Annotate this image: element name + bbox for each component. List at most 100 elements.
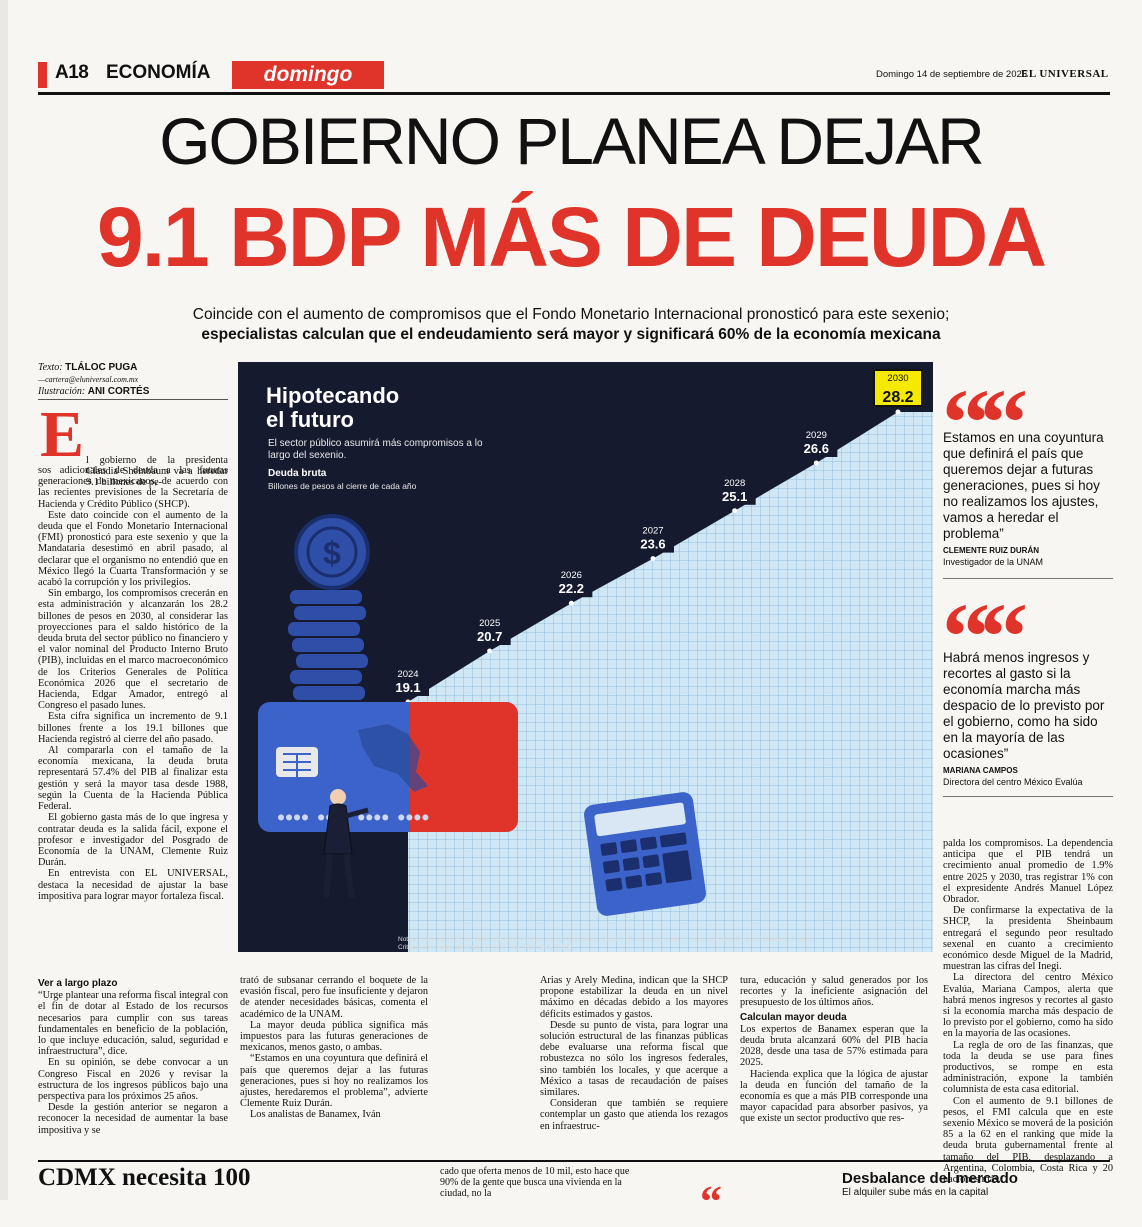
data-label-box bbox=[387, 666, 429, 696]
headline-line-2: 9.1 BDP MÁS DE DEUDA bbox=[97, 190, 1047, 284]
column-5: palda los compromisos. La dependencia an… bbox=[943, 838, 1113, 1185]
header-rule bbox=[38, 92, 1110, 95]
data-label-box bbox=[632, 522, 674, 553]
paragraph: sos adicionales de deuda a las futuras g… bbox=[38, 465, 228, 510]
dek-line-2: especialistas calculan que el endeudamie… bbox=[201, 326, 941, 343]
svg-text:●●●● ●●●● ●●●● ●●●●: ●●●● ●●●● ●●●● ●●●● bbox=[278, 812, 430, 823]
quote-2-author: MARIANA CAMPOS bbox=[943, 766, 1018, 775]
year-label: 2030 bbox=[887, 373, 908, 384]
year-label: 2025 bbox=[479, 618, 500, 629]
coins-illustration: $ bbox=[288, 514, 370, 700]
data-label-box bbox=[550, 567, 593, 598]
value-label: 28.2 bbox=[882, 389, 913, 406]
paragraph: Sin embargo, los compromisos crecerán en… bbox=[38, 588, 228, 712]
section-name: ECONOMÍA bbox=[106, 62, 211, 83]
infographic-title: Hipotecando el futuro bbox=[266, 383, 400, 432]
pull-quote-2: Habrá menos ingresos y recortes al gasto… bbox=[943, 650, 1105, 761]
section-marker bbox=[38, 62, 47, 88]
paragraph: Los expertos de Banamex esperan que la d… bbox=[740, 1023, 928, 1069]
value-label: 20.7 bbox=[477, 629, 502, 644]
byline-text: Texto: TLÁLOC PUGA bbox=[38, 362, 138, 373]
data-point bbox=[895, 409, 901, 415]
byline-rule bbox=[38, 399, 228, 400]
data-label-box bbox=[795, 426, 838, 457]
paragraph: “Urge plantear una reforma fiscal integr… bbox=[38, 990, 228, 1058]
lede-first-line: l gobierno de la presidenta Claudia Shei… bbox=[86, 455, 228, 489]
page-number: A18 bbox=[55, 62, 89, 83]
paragraph: En entrevista con EL UNIVERSAL, destaca … bbox=[38, 868, 228, 902]
value-label: 25.1 bbox=[722, 489, 747, 504]
issue-date: Domingo 14 de septiembre de 2025 bbox=[876, 69, 1028, 80]
calculator-illustration bbox=[584, 792, 706, 916]
column-2: trató de subsanar cerrando el boquete de… bbox=[240, 975, 428, 1121]
pull-quote-1: Estamos en una coyuntura que definirá el… bbox=[943, 430, 1104, 541]
bottom-right-headline: Desbalance del mercado bbox=[842, 1170, 1018, 1187]
data-point bbox=[813, 460, 819, 466]
year-label: 2026 bbox=[561, 570, 582, 581]
byline-author: TLÁLOC PUGA bbox=[65, 362, 138, 373]
quote-mark-icon: ““ bbox=[942, 369, 1028, 476]
lede-body: sos adicionales de deuda a las futuras g… bbox=[38, 465, 228, 902]
value-label: 23.6 bbox=[640, 537, 665, 552]
quote-1-role: Investigador de la UNAM bbox=[943, 557, 1044, 567]
paragraph: Los analistas de Banamex, Iván bbox=[250, 1109, 381, 1121]
quote-1-author: CLEMENTE RUIZ DURÁN bbox=[943, 546, 1039, 555]
chart-unit: Billones de pesos al cierre de cada año bbox=[268, 481, 417, 491]
chart-series-name: Deuda bruta bbox=[268, 468, 327, 479]
paragraph: La regla de oro de las finanzas, que tod… bbox=[943, 1039, 1113, 1096]
paragraph: palda los compromisos. La dependencia an… bbox=[943, 838, 1113, 906]
quote-mark-icon: “ bbox=[700, 1177, 722, 1226]
year-label: 2029 bbox=[806, 430, 827, 441]
year-label: 2024 bbox=[397, 669, 418, 680]
dollar-icon: $ bbox=[323, 535, 341, 571]
paragraph: De confirmarse la expectativa de la SHCP… bbox=[943, 905, 1113, 973]
paragraph: La mayor deuda pública significa más imp… bbox=[240, 1019, 428, 1054]
quote-rule bbox=[943, 796, 1113, 797]
newspaper-name: EL UNIVERSAL bbox=[1021, 68, 1109, 80]
data-label-box bbox=[713, 474, 756, 505]
chart-note: Nota: A partir de 2025, las cifras son p… bbox=[398, 936, 813, 951]
subhead: Calculan mayor deuda bbox=[740, 1011, 847, 1023]
drop-cap: E bbox=[40, 398, 85, 471]
paragraph: Hacienda explica que la lógica de ajusta… bbox=[740, 1068, 928, 1125]
bottom-snippet: cado que oferta menos de 10 mil, esto ha… bbox=[440, 1166, 630, 1199]
paragraph: En su opinión, se debe convocar a un Con… bbox=[38, 1057, 228, 1103]
value-label: 19.1 bbox=[395, 680, 420, 695]
quote-rule bbox=[943, 578, 1113, 579]
data-point bbox=[650, 556, 656, 562]
dek-line-1: Coincide con el aumento de compromisos q… bbox=[192, 306, 950, 323]
value-label: 22.2 bbox=[559, 581, 584, 596]
subhead: Ver a largo plazo bbox=[38, 978, 118, 989]
quote-mark-icon: ““ bbox=[942, 583, 1028, 690]
infographic: 2024 19.1 2025 20.7 2026 22.2 2027 23.6 2028 25.1… bbox=[238, 362, 933, 952]
bottom-headline: CDMX necesita 100 bbox=[38, 1164, 251, 1191]
paragraph: Este dato coincide con el aumento de la … bbox=[38, 509, 228, 589]
byline-illustration: Ilustración: ANI CORTÉS bbox=[38, 386, 150, 397]
paragraph: Al compararla con el tamaño de la econom… bbox=[38, 745, 228, 813]
credit-card-illustration: ●●●● ●●●● ●●●● ●●●● bbox=[258, 702, 518, 832]
quote-2-role: Directora del centro México Evalúa bbox=[943, 777, 1083, 787]
byline-illustrator: ANI CORTÉS bbox=[87, 386, 150, 397]
paragraph: El gobierno gasta más de lo que ingresa … bbox=[38, 812, 228, 869]
byline-email: —cartera@eluniversal.com.mx bbox=[38, 375, 139, 384]
data-label-box bbox=[468, 615, 511, 646]
column-4: tura, educación y salud generados por lo… bbox=[740, 975, 928, 1125]
person-illustration bbox=[323, 789, 369, 899]
paragraph: Desde la gestión anterior se negaron a r… bbox=[38, 1102, 228, 1136]
year-label: 2027 bbox=[642, 526, 663, 537]
year-label: 2028 bbox=[724, 478, 745, 489]
bottom-rule bbox=[38, 1160, 1110, 1162]
data-point bbox=[487, 648, 493, 654]
headline-line-1: GOBIERNO PLANEA DEJAR bbox=[159, 104, 985, 178]
column-1: Ver a largo plazo “Urge plantear una ref… bbox=[38, 975, 228, 1136]
paragraph: Esta cifra significa un incremento de 9.… bbox=[38, 711, 228, 745]
paragraph: trató de subsanar cerrando el boquete de… bbox=[240, 975, 428, 1020]
paragraph: Consideran que también se requiere conte… bbox=[540, 1098, 728, 1132]
paragraph: Con el aumento de 9.1 billones de pesos,… bbox=[943, 1095, 1113, 1186]
subsection-badge: domingo bbox=[232, 61, 384, 89]
data-point bbox=[568, 600, 574, 606]
paragraph: Desde su punto de vista, para lograr una… bbox=[540, 1019, 728, 1099]
data-point bbox=[732, 508, 738, 514]
